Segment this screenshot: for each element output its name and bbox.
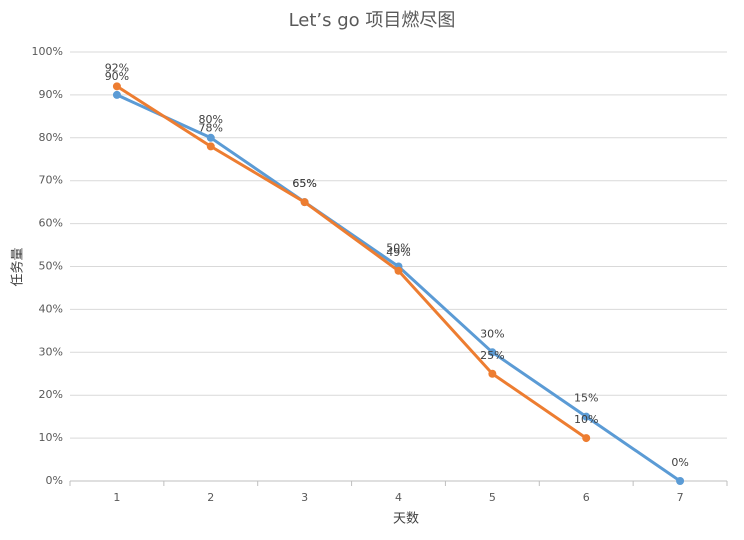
data-label: 90% [105, 70, 129, 83]
data-point [676, 477, 685, 485]
x-axis-title: 天数 [393, 512, 419, 527]
x-tick-label: 6 [583, 491, 590, 504]
y-tick-label: 30% [39, 345, 63, 358]
data-point [488, 369, 497, 378]
data-point [206, 133, 215, 142]
data-point [206, 142, 215, 151]
data-label: 10% [574, 413, 598, 426]
data-label: 65% [292, 177, 316, 190]
data-point [394, 266, 403, 275]
y-tick-label: 70% [39, 174, 63, 187]
x-tick-label: 5 [489, 491, 496, 504]
series-line [116, 85, 588, 440]
y-tick-label: 10% [39, 431, 63, 444]
data-label: 50% [386, 242, 410, 255]
data-point [488, 348, 497, 357]
x-tick-label: 2 [207, 491, 214, 504]
y-tick-label: 60% [39, 217, 63, 230]
data-point [112, 82, 121, 91]
data-label: 30% [480, 327, 504, 340]
data-point [112, 90, 121, 99]
x-tick-label: 1 [113, 491, 120, 504]
x-tick-label: 7 [677, 491, 684, 504]
data-point [300, 198, 309, 207]
y-tick-label: 100% [32, 45, 63, 58]
y-tick-label: 20% [39, 388, 63, 401]
data-label: 0% [671, 456, 688, 469]
y-tick-label: 40% [39, 302, 63, 315]
data-label: 15% [574, 392, 598, 405]
x-tick-label: 3 [301, 491, 308, 504]
data-label: 80% [199, 113, 223, 126]
data-point [582, 412, 591, 421]
y-tick-label: 0% [46, 474, 63, 487]
chart-title: Let’s go 项目燃尽图 [289, 10, 456, 31]
y-tick-label: 50% [39, 260, 63, 273]
y-axis-title: 任务量 [10, 247, 26, 286]
y-tick-label: 80% [39, 131, 63, 144]
data-label: 25% [480, 349, 504, 362]
data-point [582, 434, 591, 443]
data-label: 49% [386, 246, 410, 259]
data-label: 65% [292, 177, 316, 190]
data-label: 78% [199, 121, 223, 134]
y-tick-label: 90% [39, 88, 63, 101]
data-label: 92% [105, 61, 129, 74]
x-tick-label: 4 [395, 491, 402, 504]
